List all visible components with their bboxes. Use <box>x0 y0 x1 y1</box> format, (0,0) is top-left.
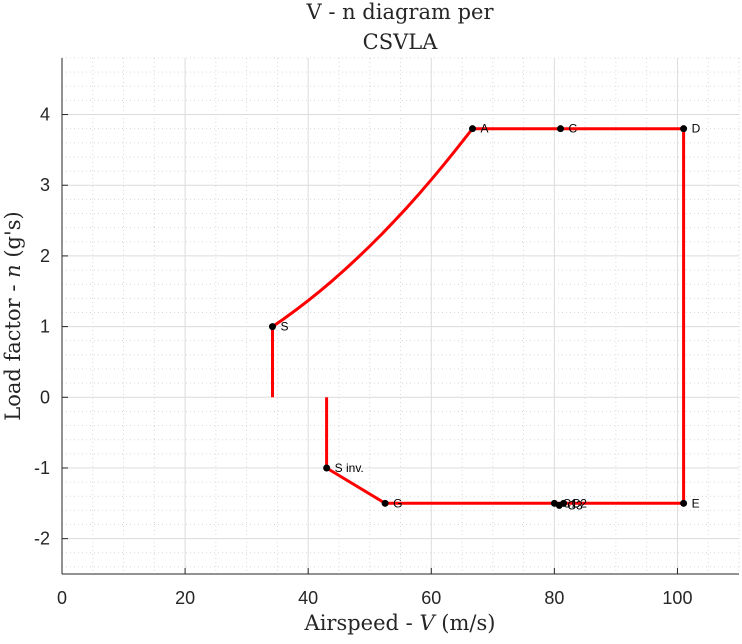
point-label: A <box>481 122 489 136</box>
y-axis-label-variable: n <box>1 264 25 278</box>
y-tick-label: 3 <box>40 175 50 195</box>
x-tick-label: 100 <box>662 588 692 608</box>
y-tick-label: 2 <box>40 246 50 266</box>
x-axis-label: Airspeed - V (m/s) <box>304 611 496 635</box>
point-label: S inv. <box>335 461 364 475</box>
point-label: S <box>280 320 288 334</box>
point-marker <box>381 499 389 507</box>
y-tick-label: -1 <box>34 458 50 478</box>
point-marker <box>268 323 276 331</box>
axes <box>61 58 739 575</box>
y-axis-label: Load factor - n (g's) <box>1 211 25 420</box>
x-tick-label: 0 <box>57 588 67 608</box>
point-marker <box>323 464 331 472</box>
point-label: C3 <box>567 498 583 512</box>
x-axis-label-variable: V <box>419 611 436 635</box>
point-label: D <box>692 122 701 136</box>
x-axis-label-unit: (m/s) <box>435 611 496 635</box>
y-tick-label: 0 <box>40 387 50 407</box>
point-marker <box>557 125 565 133</box>
y-axis-label-prefix: Load factor - <box>1 278 25 421</box>
point-marker <box>555 501 563 509</box>
y-tick-label: -2 <box>34 529 50 549</box>
chart-title-line-1: V - n diagram per <box>306 0 495 24</box>
point-label: C1 <box>562 496 578 510</box>
y-tick-label: 4 <box>40 105 50 125</box>
minor-grid <box>62 57 740 574</box>
x-tick-label: 60 <box>421 588 441 608</box>
x-tick-label: 40 <box>298 588 318 608</box>
x-tick-label: 20 <box>175 588 195 608</box>
y-tick-label: 1 <box>40 317 50 337</box>
point-marker <box>680 125 688 133</box>
chart-title-line-2: CSVLA <box>363 30 439 54</box>
point-label: E <box>692 496 700 510</box>
x-axis-label-prefix: Airspeed - <box>304 611 420 635</box>
point-marker <box>680 499 688 507</box>
y-axis-label-unit: (g's) <box>1 211 25 264</box>
point-marker <box>469 125 477 133</box>
point-label: C <box>569 122 578 136</box>
tick-labels: 0 20 40 60 80 100 -2 -1 0 1 2 3 4 <box>34 105 692 608</box>
point-label: G <box>393 496 402 510</box>
x-tick-label: 80 <box>544 588 564 608</box>
point-label: C2 <box>572 496 588 510</box>
